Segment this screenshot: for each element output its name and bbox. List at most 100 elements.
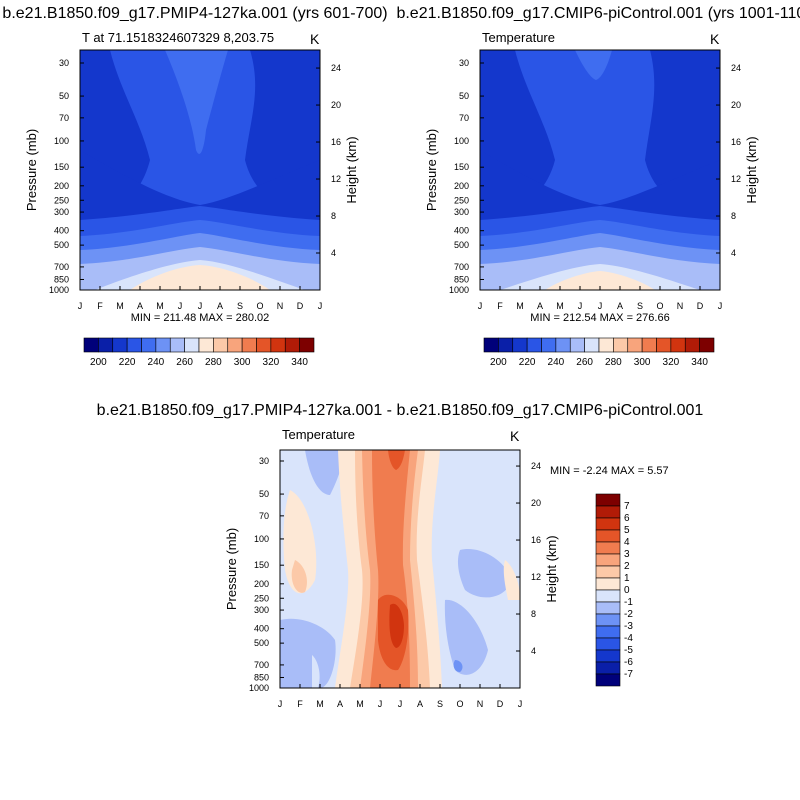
panel-a-colorbar-swatch xyxy=(256,337,272,353)
y-tick-label: 850 xyxy=(454,274,469,284)
x-tick-label: O xyxy=(256,301,263,311)
panel-2-axes: J F M A M J J A S O N D J 30 50 70 100 150 200 250 300 400 500… xyxy=(224,456,559,709)
panel-diff-colorbar-swatch xyxy=(595,577,621,591)
panel-diff-colorbar-swatch xyxy=(595,613,621,627)
panel-b: b.e21.B1850.f09_g17.CMIP6-piControl.001 … xyxy=(396,5,800,368)
panel-diff-colorbar-label: 3 xyxy=(624,549,630,560)
y2-tick-label: 24 xyxy=(531,461,541,471)
y-tick-label: 100 xyxy=(254,534,269,544)
x-tick-label: M xyxy=(516,301,524,311)
panel-a-colorbar-swatch xyxy=(98,337,114,353)
y-tick-label: 1000 xyxy=(449,285,469,295)
panel-a-colorbar-swatch xyxy=(241,337,257,353)
panel-diff-colorbar-label: -5 xyxy=(624,645,633,656)
x-tick-label: J xyxy=(718,301,723,311)
x-tick-label: N xyxy=(277,301,284,311)
y-tick-label: 30 xyxy=(459,58,469,68)
x-tick-label: D xyxy=(697,301,704,311)
panel-a-colorbar: 200 220 240 260 280 300 320 340 xyxy=(83,337,315,368)
y-tick-label: 70 xyxy=(259,511,269,521)
y-tick-label: 700 xyxy=(454,262,469,272)
y2-tick-label: 16 xyxy=(531,535,541,545)
panel-a-minmax: MIN = 211.48 MAX = 280.02 xyxy=(131,312,270,324)
x-tick-label: F xyxy=(97,301,103,311)
panel-a-title: b.e21.B1850.f09_g17.PMIP4-127ka.001 (yrs… xyxy=(2,5,387,22)
y-tick-label: 850 xyxy=(254,672,269,682)
x-tick-label: J xyxy=(78,301,83,311)
y2-tick-label: 24 xyxy=(331,63,341,73)
panel-b-colorbar-label: 240 xyxy=(548,357,565,368)
y2-tick-label: 4 xyxy=(731,248,736,258)
x-tick-label: J xyxy=(518,699,523,709)
x-tick-label: A xyxy=(537,301,543,311)
panel-b-colorbar-swatch xyxy=(684,337,700,353)
panel-diff-colorbar-label: 2 xyxy=(624,561,630,572)
y2-tick-label: 20 xyxy=(331,100,341,110)
panel-diff-colorbar-label: -2 xyxy=(624,609,633,620)
x-tick-label: D xyxy=(497,699,504,709)
panel-b-colorbar-label: 340 xyxy=(691,357,708,368)
panel-b-colorbar-swatch xyxy=(699,337,715,353)
y2-tick-label: 4 xyxy=(531,646,536,656)
y-tick-label: 50 xyxy=(59,91,69,101)
panel-diff-colorbar-label: -7 xyxy=(624,669,633,680)
y2-tick-label: 12 xyxy=(731,174,741,184)
y2-tick-label: 12 xyxy=(531,572,541,582)
panel-b-colorbar-swatch xyxy=(526,337,542,353)
y-tick-label: 500 xyxy=(254,638,269,648)
panel-diff-colorbar-swatch xyxy=(595,505,621,519)
panel-a-colorbar-label: 280 xyxy=(205,357,222,368)
panel-diff-colorbar-swatch xyxy=(595,625,621,639)
y2-axis-title: Height (km) xyxy=(344,136,359,203)
panel-diff-minmax: MIN = -2.24 MAX = 5.57 xyxy=(550,465,669,477)
panel-diff-colorbar-swatch xyxy=(595,649,621,663)
panel-diff-left-label: Temperature xyxy=(282,427,355,442)
panel-b-colorbar-swatch xyxy=(541,337,557,353)
y-tick-label: 200 xyxy=(254,579,269,589)
panel-diff-colorbar-swatch xyxy=(595,565,621,579)
x-tick-label: A xyxy=(217,301,223,311)
y-tick-label: 150 xyxy=(254,560,269,570)
panel-diff-colorbar-swatch xyxy=(595,493,621,507)
x-tick-label: N xyxy=(477,699,484,709)
y-tick-label: 70 xyxy=(59,113,69,123)
panel-diff-colorbar-swatch xyxy=(595,589,621,603)
panel-diff-colorbar-label: 4 xyxy=(624,537,630,548)
panel-b-contours xyxy=(480,50,720,290)
x-tick-label: M xyxy=(316,699,324,709)
x-tick-label: F xyxy=(497,301,503,311)
x-tick-label: J xyxy=(578,301,583,311)
y2-tick-label: 8 xyxy=(331,211,336,221)
panel-0-axes: J F M A M J J A S O N D J 30 50 70 100 150 200 250 300 400 500… xyxy=(24,58,359,311)
panel-b-colorbar-swatch xyxy=(512,337,528,353)
y-tick-label: 250 xyxy=(254,593,269,603)
panel-diff-colorbar-swatch xyxy=(595,673,621,687)
x-tick-label: S xyxy=(237,301,243,311)
x-tick-label: M xyxy=(116,301,124,311)
x-tick-label: J xyxy=(478,301,483,311)
y-tick-label: 30 xyxy=(259,456,269,466)
panel-diff-colorbar-swatch xyxy=(595,661,621,675)
panel-a-colorbar-label: 240 xyxy=(148,357,165,368)
panel-b-colorbar-label: 280 xyxy=(605,357,622,368)
panel-diff-colorbar-label: 6 xyxy=(624,513,630,524)
y2-tick-label: 8 xyxy=(531,609,536,619)
panel-diff-colorbar-swatch xyxy=(595,541,621,555)
y2-axis-title: Height (km) xyxy=(544,535,559,602)
x-tick-label: A xyxy=(617,301,623,311)
panel-b-colorbar-swatch xyxy=(656,337,672,353)
panel-diff: b.e21.B1850.f09_g17.PMIP4-127ka.001 - b.… xyxy=(97,402,703,689)
panel-b-colorbar-label: 200 xyxy=(490,357,507,368)
x-tick-label: O xyxy=(656,301,663,311)
y-axis-title: Pressure (mb) xyxy=(24,129,39,211)
y-tick-label: 150 xyxy=(54,162,69,172)
y-axis-title: Pressure (mb) xyxy=(224,528,239,610)
y-tick-label: 30 xyxy=(59,58,69,68)
y-tick-label: 250 xyxy=(454,195,469,205)
panel-diff-colorbar-swatch xyxy=(595,517,621,531)
panel-b-colorbar-swatch xyxy=(627,337,643,353)
y-tick-label: 300 xyxy=(54,207,69,217)
panel-a-colorbar-swatch xyxy=(126,337,142,353)
panel-a-colorbar-swatch xyxy=(155,337,171,353)
